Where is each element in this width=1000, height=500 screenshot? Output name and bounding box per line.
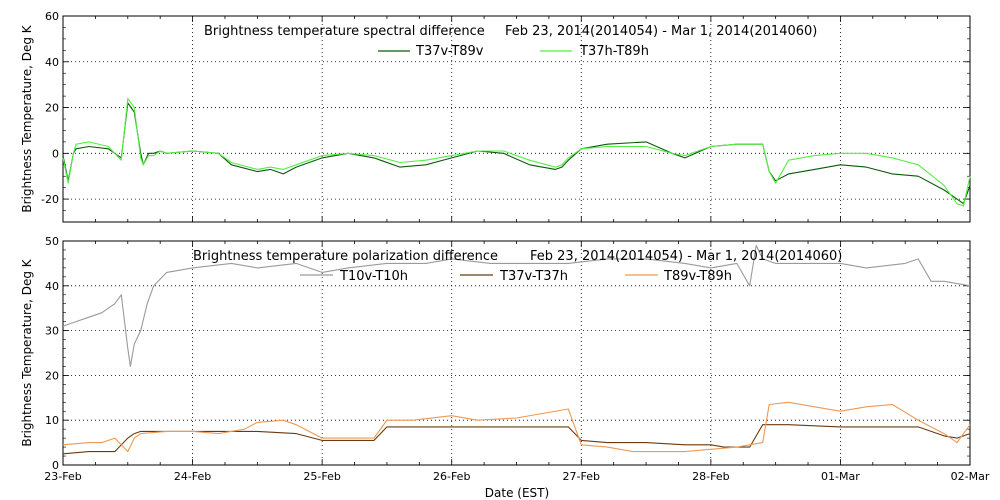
x-tick-label: 25-Feb: [303, 470, 340, 483]
series-line-t10v-t10h: [62, 244, 971, 367]
y-tick-label: 10: [45, 414, 59, 427]
date-range-label: Feb 23, 2014(2014054) - Mar 1, 2014(2014…: [505, 24, 817, 39]
legend-label-t37v-t37h: T37v-T37h: [499, 269, 568, 284]
y-tick-label: 30: [45, 325, 59, 338]
y-tick-label: 40: [45, 280, 59, 293]
y-tick-label: 20: [45, 369, 59, 382]
x-tick-label: 26-Feb: [433, 470, 470, 483]
x-tick-label: 24-Feb: [174, 470, 211, 483]
y-axis-label: Brightness Temperature, Deg K: [20, 24, 34, 212]
series-line-t37v-t37h: [62, 424, 971, 455]
x-tick-label: 02-Mar: [951, 470, 990, 483]
series-line-t37v-t89v: [62, 102, 971, 205]
legend: T37v-T89v T37h-T89h: [378, 44, 649, 59]
plot-frame: [62, 15, 971, 223]
y-tick-label: 20: [45, 102, 59, 115]
y-tick-label: 40: [45, 56, 59, 69]
date-range-label: Feb 23, 2014(2014054) - Mar 1, 2014(2014…: [530, 249, 842, 264]
series-line-t37h-t89h: [62, 97, 971, 207]
legend-label-t37v-t89v: T37v-T89v: [415, 44, 484, 59]
legend-label-t37h-t89h: T37h-T89h: [579, 44, 649, 59]
series-line-t89v-t89h: [62, 401, 971, 453]
x-tick-label: 27-Feb: [563, 470, 600, 483]
y-tick-label: 0: [52, 459, 59, 472]
polarization-difference-panel: 0 10 20 30 40 50 23-Feb 24-Feb 25-Feb 26-Feb 27-F…: [20, 235, 990, 500]
x-tick-label: 23-Feb: [44, 470, 81, 483]
legend-label-t89v-t89h: T89v-T89h: [663, 269, 732, 284]
y-tick-label: 60: [45, 10, 59, 23]
y-axis-label: Brightness Temperature, Deg K: [20, 258, 34, 446]
x-tick-label: 01-Mar: [821, 470, 860, 483]
chart-title: Brightness temperature polarization diff…: [193, 249, 498, 264]
y-tick-label: -20: [41, 193, 59, 206]
y-tick-label: 50: [45, 235, 59, 248]
x-tick-label: 28-Feb: [692, 470, 729, 483]
x-axis-label: Date (EST): [485, 486, 549, 500]
y-tick-label: 0: [52, 147, 59, 160]
legend: T10v-T10h T37v-T37h T89v-T89h: [300, 269, 732, 284]
spectral-difference-panel: -20 0 20 40 60 Brightness temperature spectr…: [20, 10, 971, 223]
legend-label-t10v-t10h: T10v-T10h: [339, 269, 408, 284]
chart-title: Brightness temperature spectral differen…: [204, 24, 485, 39]
